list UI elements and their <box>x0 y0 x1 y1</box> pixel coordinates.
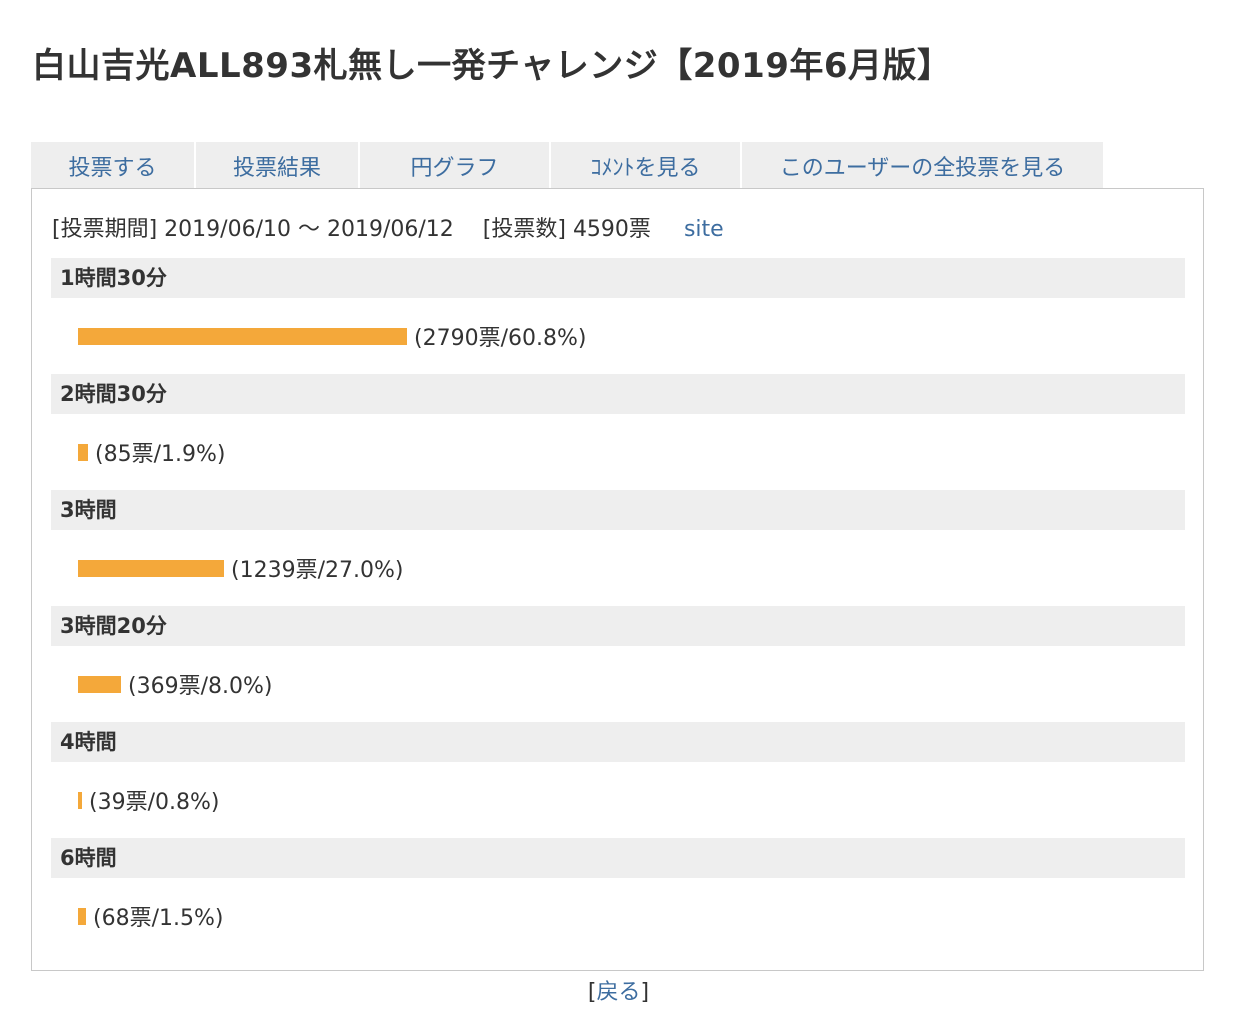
result-item: 6時間 (68票/1.5%) <box>51 838 1185 954</box>
count-value: 4590票 <box>572 217 651 242</box>
tab-results[interactable]: 投票結果 <box>196 142 358 188</box>
result-count-label: (1239票/27.0%) <box>231 558 404 583</box>
back-nav: [戻る] <box>0 974 1237 1006</box>
tab-bar: 投票する 投票結果 円グラフ ｺﾒﾝﾄを見る このユーザーの全投票を見る <box>31 142 1105 188</box>
tab-pie-chart[interactable]: 円グラフ <box>360 142 549 188</box>
result-bar-area: (39票/0.8%) <box>51 762 1185 838</box>
option-name: 3時間 <box>51 490 1185 530</box>
results-panel: [投票期間] 2019/06/10 〜 2019/06/12 [投票数] 459… <box>31 188 1204 971</box>
site-link[interactable]: site <box>683 217 724 242</box>
back-bracket-open: [ <box>587 980 597 1005</box>
result-bar <box>78 675 121 693</box>
result-count-label: (369票/8.0%) <box>128 674 273 699</box>
result-count-label: (39票/0.8%) <box>89 790 220 815</box>
back-link[interactable]: 戻る <box>596 980 641 1005</box>
option-name: 3時間20分 <box>51 606 1185 646</box>
page-title: 白山吉光ALL893札無し一発チャレンジ【2019年6月版】 <box>32 46 952 86</box>
period-label: [投票期間] <box>52 217 158 242</box>
option-name: 2時間30分 <box>51 374 1185 414</box>
tab-vote[interactable]: 投票する <box>31 142 194 188</box>
result-count-label: (68票/1.5%) <box>93 906 224 931</box>
result-item: 3時間20分 (369票/8.0%) <box>51 606 1185 722</box>
result-bar <box>78 559 224 577</box>
vote-info: [投票期間] 2019/06/10 〜 2019/06/12 [投票数] 459… <box>52 211 724 243</box>
result-bar-area: (369票/8.0%) <box>51 646 1185 722</box>
option-name: 1時間30分 <box>51 258 1185 298</box>
count-label: [投票数] <box>482 217 566 242</box>
result-item: 1時間30分 (2790票/60.8%) <box>51 258 1185 374</box>
result-bar <box>78 443 88 461</box>
result-item: 4時間 (39票/0.8%) <box>51 722 1185 838</box>
result-count-label: (2790票/60.8%) <box>414 326 587 351</box>
result-item: 3時間 (1239票/27.0%) <box>51 490 1185 606</box>
result-count-label: (85票/1.9%) <box>95 442 226 467</box>
tab-user-all-votes[interactable]: このユーザーの全投票を見る <box>742 142 1103 188</box>
result-bar-area: (1239票/27.0%) <box>51 530 1185 606</box>
period-value: 2019/06/10 〜 2019/06/12 <box>164 217 454 242</box>
result-bar-area: (85票/1.9%) <box>51 414 1185 490</box>
tab-comments[interactable]: ｺﾒﾝﾄを見る <box>551 142 740 188</box>
back-bracket-close: ] <box>640 980 650 1005</box>
result-item: 2時間30分 (85票/1.9%) <box>51 374 1185 490</box>
option-name: 4時間 <box>51 722 1185 762</box>
result-bar-area: (68票/1.5%) <box>51 878 1185 954</box>
option-name: 6時間 <box>51 838 1185 878</box>
result-bar-area: (2790票/60.8%) <box>51 298 1185 374</box>
result-bar <box>78 791 82 809</box>
result-bar <box>78 907 86 925</box>
result-bar <box>78 327 407 345</box>
